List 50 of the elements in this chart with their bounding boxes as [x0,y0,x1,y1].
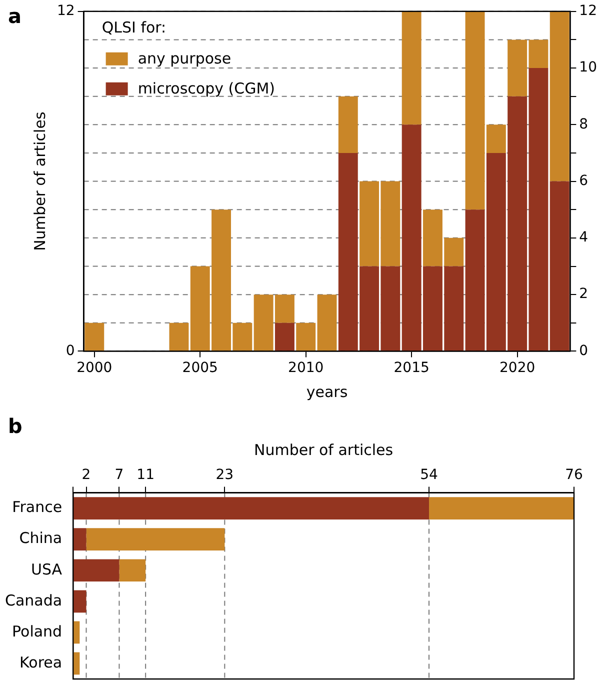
legend-title: QLSI for: [102,18,166,36]
bar [274,322,294,351]
y2-tick-label: 12 [579,3,598,20]
bar [74,652,80,675]
y2-tick-label: 10 [579,60,598,76]
legend-label: any purpose [138,49,232,68]
bar [74,590,86,613]
x-axis-title: years [306,382,348,401]
x-tick-label: 54 [420,467,438,484]
bar [119,559,146,582]
bar [428,497,574,520]
x-tick-label: 76 [565,467,583,484]
y2-tick-label: 6 [579,172,588,189]
y2-tick-label: 8 [579,116,588,132]
x-axis-title: Number of articles [254,440,394,459]
x-tick-label: 2000 [76,360,112,376]
x-tick-label: 2020 [500,360,536,376]
bar [74,528,86,551]
bar [338,96,358,153]
bar [74,559,120,582]
y-tick-label: France [12,498,62,516]
y2-tick-label: 2 [579,286,588,302]
x-tick-label: 11 [136,467,154,484]
bar [402,11,422,125]
bar [317,294,337,351]
y-tick-label: China [19,529,62,548]
text: b [8,414,22,438]
y-tick-label: USA [31,560,63,578]
y2-tick-label: 4 [579,230,588,246]
bar [550,11,570,182]
x-tick-label: 23 [216,467,234,484]
x-tick-label: 7 [114,467,124,484]
bar [74,497,429,520]
y-tick-label: Canada [5,591,62,610]
bar [296,322,316,351]
x-tick-label: 2 [82,467,91,484]
text: a [8,4,22,28]
y-axis-title: Number of articles [30,112,49,251]
x-tick-label: 2005 [182,360,218,376]
y2-tick-label: 0 [579,342,588,359]
y-tick-label: Korea [20,653,62,672]
x-tick-label: 2010 [288,360,324,376]
bar [74,621,80,644]
bar [84,322,104,351]
bar [169,322,189,351]
bar [86,528,225,551]
x-tick-label: 2015 [394,360,430,376]
legend-label: microscopy (CGM) [138,79,276,98]
y-tick-label: Poland [12,622,62,640]
bar [550,181,570,351]
